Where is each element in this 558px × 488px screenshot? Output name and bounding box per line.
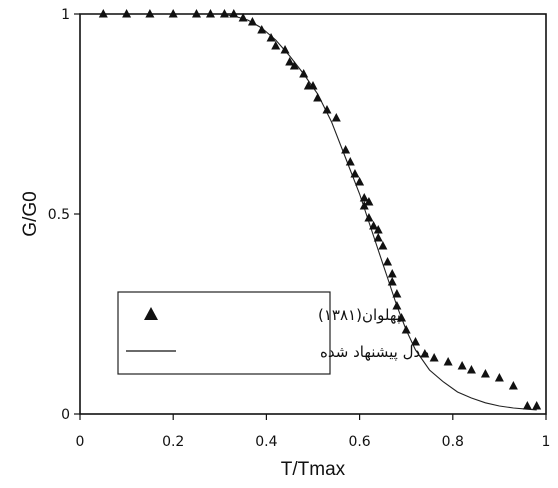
x-tick-label: 0.8 (442, 434, 464, 450)
data-point (289, 61, 299, 70)
data-point (429, 353, 439, 362)
data-point (387, 277, 397, 286)
data-point (378, 241, 388, 250)
data-point (508, 381, 518, 390)
data-point (285, 57, 295, 66)
data-point (369, 221, 379, 230)
legend-label-observed: پهلوان(۱۳۸۱) (318, 306, 401, 325)
data-point (494, 373, 504, 382)
x-axis-label: T/Tmax (281, 459, 346, 480)
y-axis-label: G/G0 (20, 191, 41, 236)
data-point (397, 313, 407, 322)
x-tick-label: 0 (76, 434, 85, 450)
data-point (383, 257, 393, 266)
data-point (313, 93, 323, 102)
x-tick-label: 0.2 (162, 434, 184, 450)
data-point (322, 105, 332, 114)
data-point (280, 45, 290, 54)
data-point (392, 301, 402, 310)
data-point (257, 25, 267, 34)
y-tick-label: 0.5 (48, 207, 70, 223)
data-point (308, 81, 318, 90)
data-point (392, 289, 402, 298)
data-point (205, 9, 215, 18)
data-point (341, 145, 351, 154)
data-point (219, 9, 229, 18)
legend-triangle-icon (144, 307, 158, 320)
data-point (466, 365, 476, 374)
data-point (98, 9, 108, 18)
data-point (229, 9, 239, 18)
data-point (355, 177, 365, 186)
data-point (364, 197, 374, 206)
data-point (364, 213, 374, 222)
data-point (122, 9, 132, 18)
legend-box (117, 291, 331, 375)
data-point (168, 9, 178, 18)
data-point (373, 233, 383, 242)
data-point (192, 9, 201, 18)
data-point (480, 369, 490, 378)
data-point (331, 113, 341, 122)
data-point (350, 169, 360, 178)
y-tick-label: 0 (61, 407, 70, 423)
data-point (238, 13, 248, 22)
x-tick-label: 0.4 (255, 434, 277, 450)
data-point (420, 349, 430, 358)
y-tick-label: 1 (61, 7, 70, 23)
x-tick-label: 1 (542, 434, 551, 450)
data-points-layer (98, 9, 542, 410)
legend-label-model: مدل پیشنهاد شده (320, 343, 429, 362)
data-point (532, 401, 542, 410)
legend: پهلوان(۱۳۸۱) مدل پیشنهاد شده (117, 291, 429, 375)
axis-ticks: 0 0.2 0.4 0.6 0.8 1 0 0.5 1 (48, 7, 551, 450)
data-point (271, 41, 281, 50)
data-point (247, 17, 257, 26)
data-point (522, 401, 532, 410)
data-point (299, 69, 309, 78)
data-point (387, 269, 397, 278)
data-point (411, 337, 421, 346)
data-point (345, 157, 355, 166)
data-point (266, 33, 276, 42)
data-point (443, 357, 453, 366)
data-point (145, 9, 155, 18)
data-point (359, 201, 369, 210)
data-point (401, 325, 411, 334)
x-tick-label: 0.6 (348, 434, 370, 450)
data-point (457, 361, 467, 370)
data-point (359, 193, 369, 202)
data-point (373, 225, 383, 234)
